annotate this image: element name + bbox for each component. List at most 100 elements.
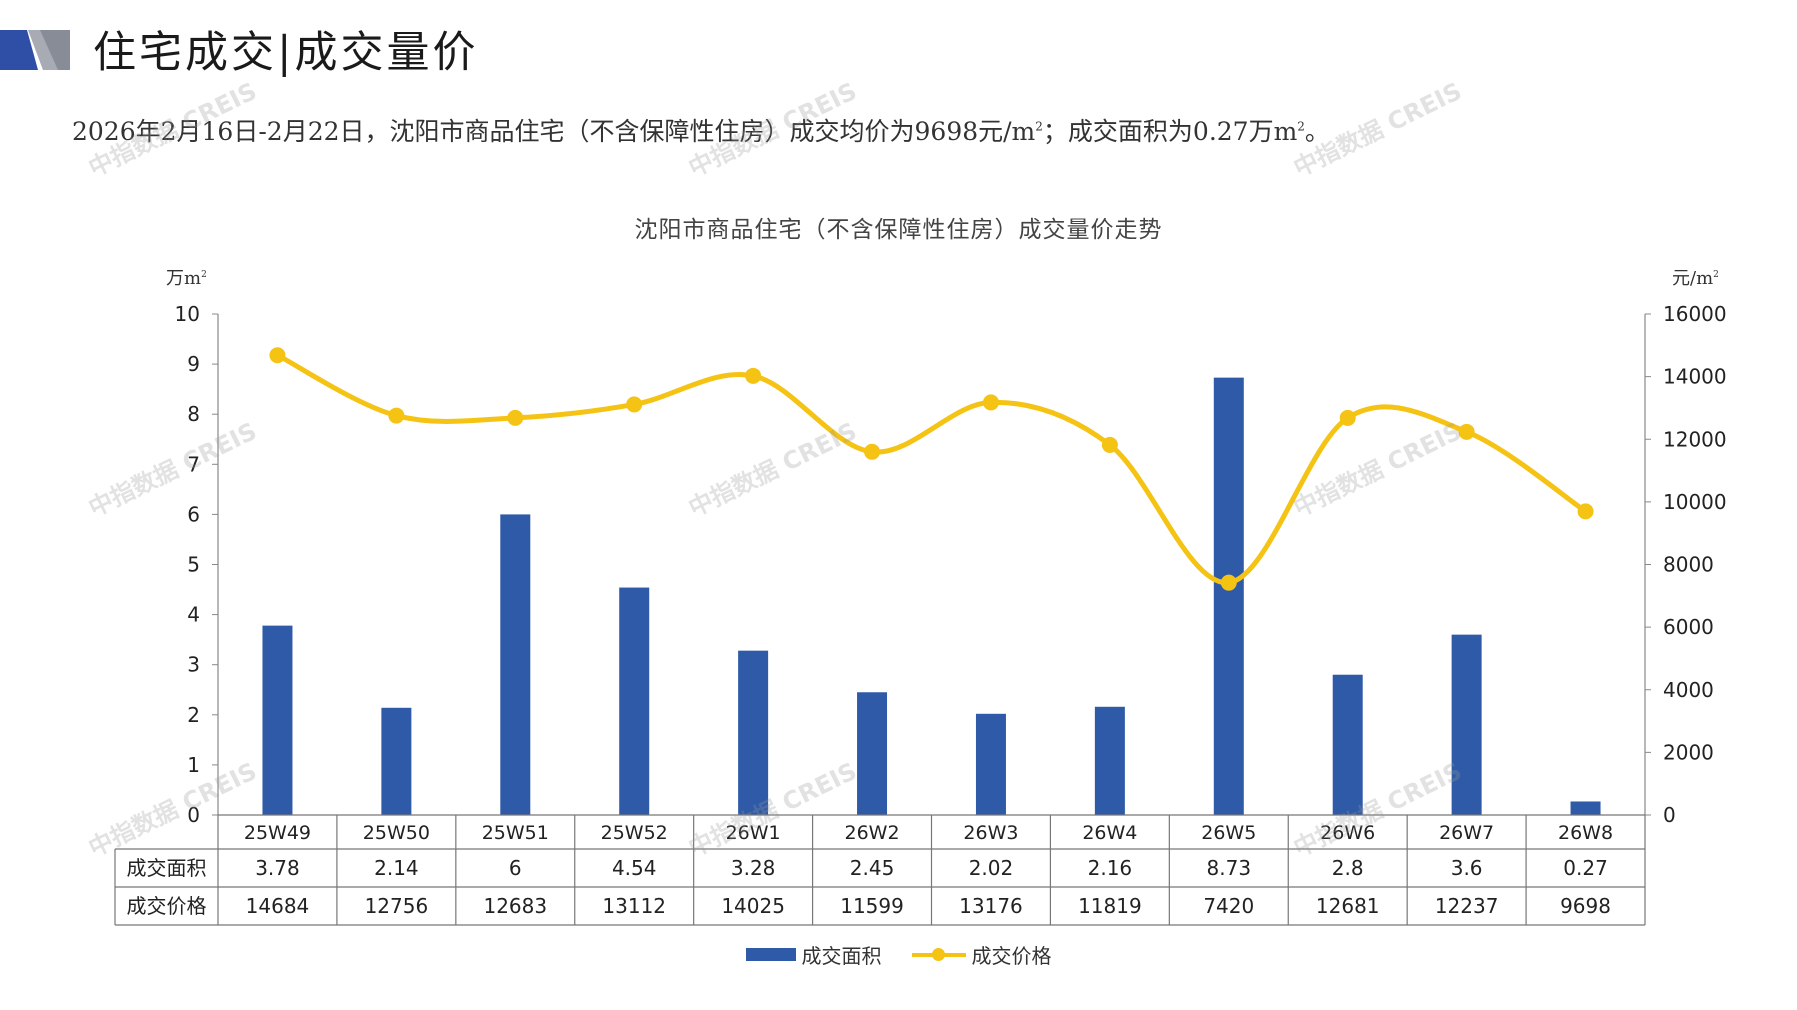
left-axis-tick-label: 6 [187, 502, 200, 526]
right-axis-tick-label: 8000 [1663, 553, 1714, 577]
page-title: 住宅成交|成交量价 [93, 28, 479, 78]
table-cell-price: 12681 [1316, 894, 1380, 918]
category-label: 26W8 [1558, 822, 1613, 844]
bar-area-25W49 [262, 625, 293, 815]
price-point-26W6 [1339, 409, 1356, 426]
bar-area-25W50 [381, 707, 412, 815]
legend-item-area: 成交面积 [745, 940, 882, 969]
brand-logo-icon [0, 30, 70, 70]
table-cell-area: 2.8 [1332, 856, 1364, 880]
left-axis-tick-label: 5 [187, 553, 200, 577]
right-axis-unit: 元/m2 [1672, 268, 1719, 289]
category-label: 25W49 [244, 822, 311, 844]
table-cell-area: 3.78 [255, 856, 300, 880]
table-cell-area: 3.28 [731, 856, 776, 880]
left-axis-tick-label: 3 [187, 653, 200, 677]
price-point-25W49 [269, 347, 286, 364]
price-point-25W51 [507, 409, 524, 426]
summary-prefix: 2026年2月16日-2月22日，沈阳市商品住宅（不含保障性住房）成交均价为96… [72, 117, 1036, 146]
right-axis-tick-label: 6000 [1663, 615, 1714, 639]
left-axis-tick-label: 1 [187, 753, 200, 777]
right-axis-tick-label: 2000 [1663, 740, 1714, 764]
legend-label-price: 成交价格 [971, 944, 1052, 968]
left-axis-unit: 万m2 [166, 268, 207, 289]
summary-end: 。 [1304, 117, 1330, 146]
table-row-label-price: 成交价格 [127, 894, 207, 918]
bar-area-26W7 [1451, 634, 1482, 815]
right-axis-tick-label: 16000 [1663, 302, 1727, 326]
bar-area-25W52 [619, 587, 650, 815]
table-cell-area: 2.02 [969, 856, 1014, 880]
table-cell-area: 2.45 [850, 856, 895, 880]
legend-bar-swatch [745, 948, 796, 961]
table-cell-price: 12683 [483, 894, 547, 918]
bar-area-25W51 [500, 514, 531, 815]
price-point-26W4 [1101, 436, 1118, 453]
bar-area-26W5 [1213, 377, 1244, 815]
bar-area-26W4 [1094, 706, 1125, 815]
price-point-25W52 [626, 396, 643, 413]
left-axis-tick-label: 4 [187, 603, 200, 627]
bar-area-26W6 [1332, 674, 1363, 815]
price-point-26W5 [1220, 574, 1237, 591]
category-label: 26W5 [1201, 822, 1256, 844]
table-cell-price: 12756 [365, 894, 429, 918]
right-axis-tick-label: 0 [1663, 803, 1676, 827]
summary-sup: 2 [1297, 119, 1305, 134]
table-cell-price: 13176 [959, 894, 1023, 918]
table-cell-area: 3.6 [1451, 856, 1483, 880]
table-cell-price: 13112 [602, 894, 666, 918]
price-point-26W7 [1458, 423, 1475, 440]
price-point-26W3 [982, 394, 999, 411]
table-cell-area: 2.16 [1088, 856, 1133, 880]
category-label: 26W4 [1082, 822, 1137, 844]
category-label: 26W3 [963, 822, 1018, 844]
chart-legend: 成交面积 成交价格 [0, 940, 1797, 969]
chart-title: 沈阳市商品住宅（不含保障性住房）成交量价走势 [634, 217, 1163, 243]
summary-mid: ；成交面积为0.27万m [1042, 117, 1298, 146]
right-axis-tick-label: 14000 [1663, 365, 1727, 389]
price-point-26W2 [864, 443, 881, 460]
left-axis-tick-label: 7 [187, 452, 200, 476]
table-cell-price: 9698 [1560, 894, 1611, 918]
legend-line-swatch [911, 948, 966, 961]
left-axis-tick-label: 0 [187, 803, 200, 827]
right-axis-tick-label: 12000 [1663, 427, 1727, 451]
table-cell-area: 4.54 [612, 856, 657, 880]
table-cell-area: 2.14 [374, 856, 419, 880]
summary-text: 2026年2月16日-2月22日，沈阳市商品住宅（不含保障性住房）成交均价为96… [72, 112, 1330, 148]
category-label: 26W2 [845, 822, 900, 844]
category-label: 25W50 [363, 822, 430, 844]
price-point-26W1 [745, 367, 762, 384]
price-line [276, 352, 1587, 586]
table-cell-price: 7420 [1203, 894, 1254, 918]
right-axis-tick-label: 10000 [1663, 490, 1727, 514]
left-axis-tick-label: 2 [187, 703, 200, 727]
table-cell-area: 0.27 [1563, 856, 1608, 880]
summary-sup: 2 [1035, 119, 1043, 134]
category-label: 26W7 [1439, 822, 1494, 844]
table-row-label-area: 成交面积 [127, 856, 207, 880]
bar-area-26W3 [975, 713, 1006, 815]
left-axis-tick-label: 8 [187, 402, 200, 426]
bar-area-26W1 [738, 650, 769, 815]
right-axis-tick-label: 4000 [1663, 678, 1714, 702]
legend-label-area: 成交面积 [801, 944, 882, 968]
table-cell-price: 14025 [721, 894, 785, 918]
price-point-26W8 [1577, 503, 1594, 520]
category-label: 25W52 [601, 822, 668, 844]
price-point-25W50 [388, 407, 405, 424]
left-axis-tick-label: 9 [187, 352, 200, 376]
bar-area-26W8 [1570, 801, 1601, 815]
table-cell-price: 12237 [1435, 894, 1499, 918]
category-label: 26W1 [726, 822, 781, 844]
table-cell-area: 6 [509, 856, 522, 880]
legend-item-price: 成交价格 [911, 940, 1052, 969]
left-axis-tick-label: 10 [175, 302, 200, 326]
bar-area-26W2 [857, 692, 888, 815]
table-cell-price: 14684 [246, 894, 310, 918]
table-cell-price: 11599 [840, 894, 904, 918]
table-cell-area: 8.73 [1207, 856, 1252, 880]
table-cell-price: 11819 [1078, 894, 1142, 918]
